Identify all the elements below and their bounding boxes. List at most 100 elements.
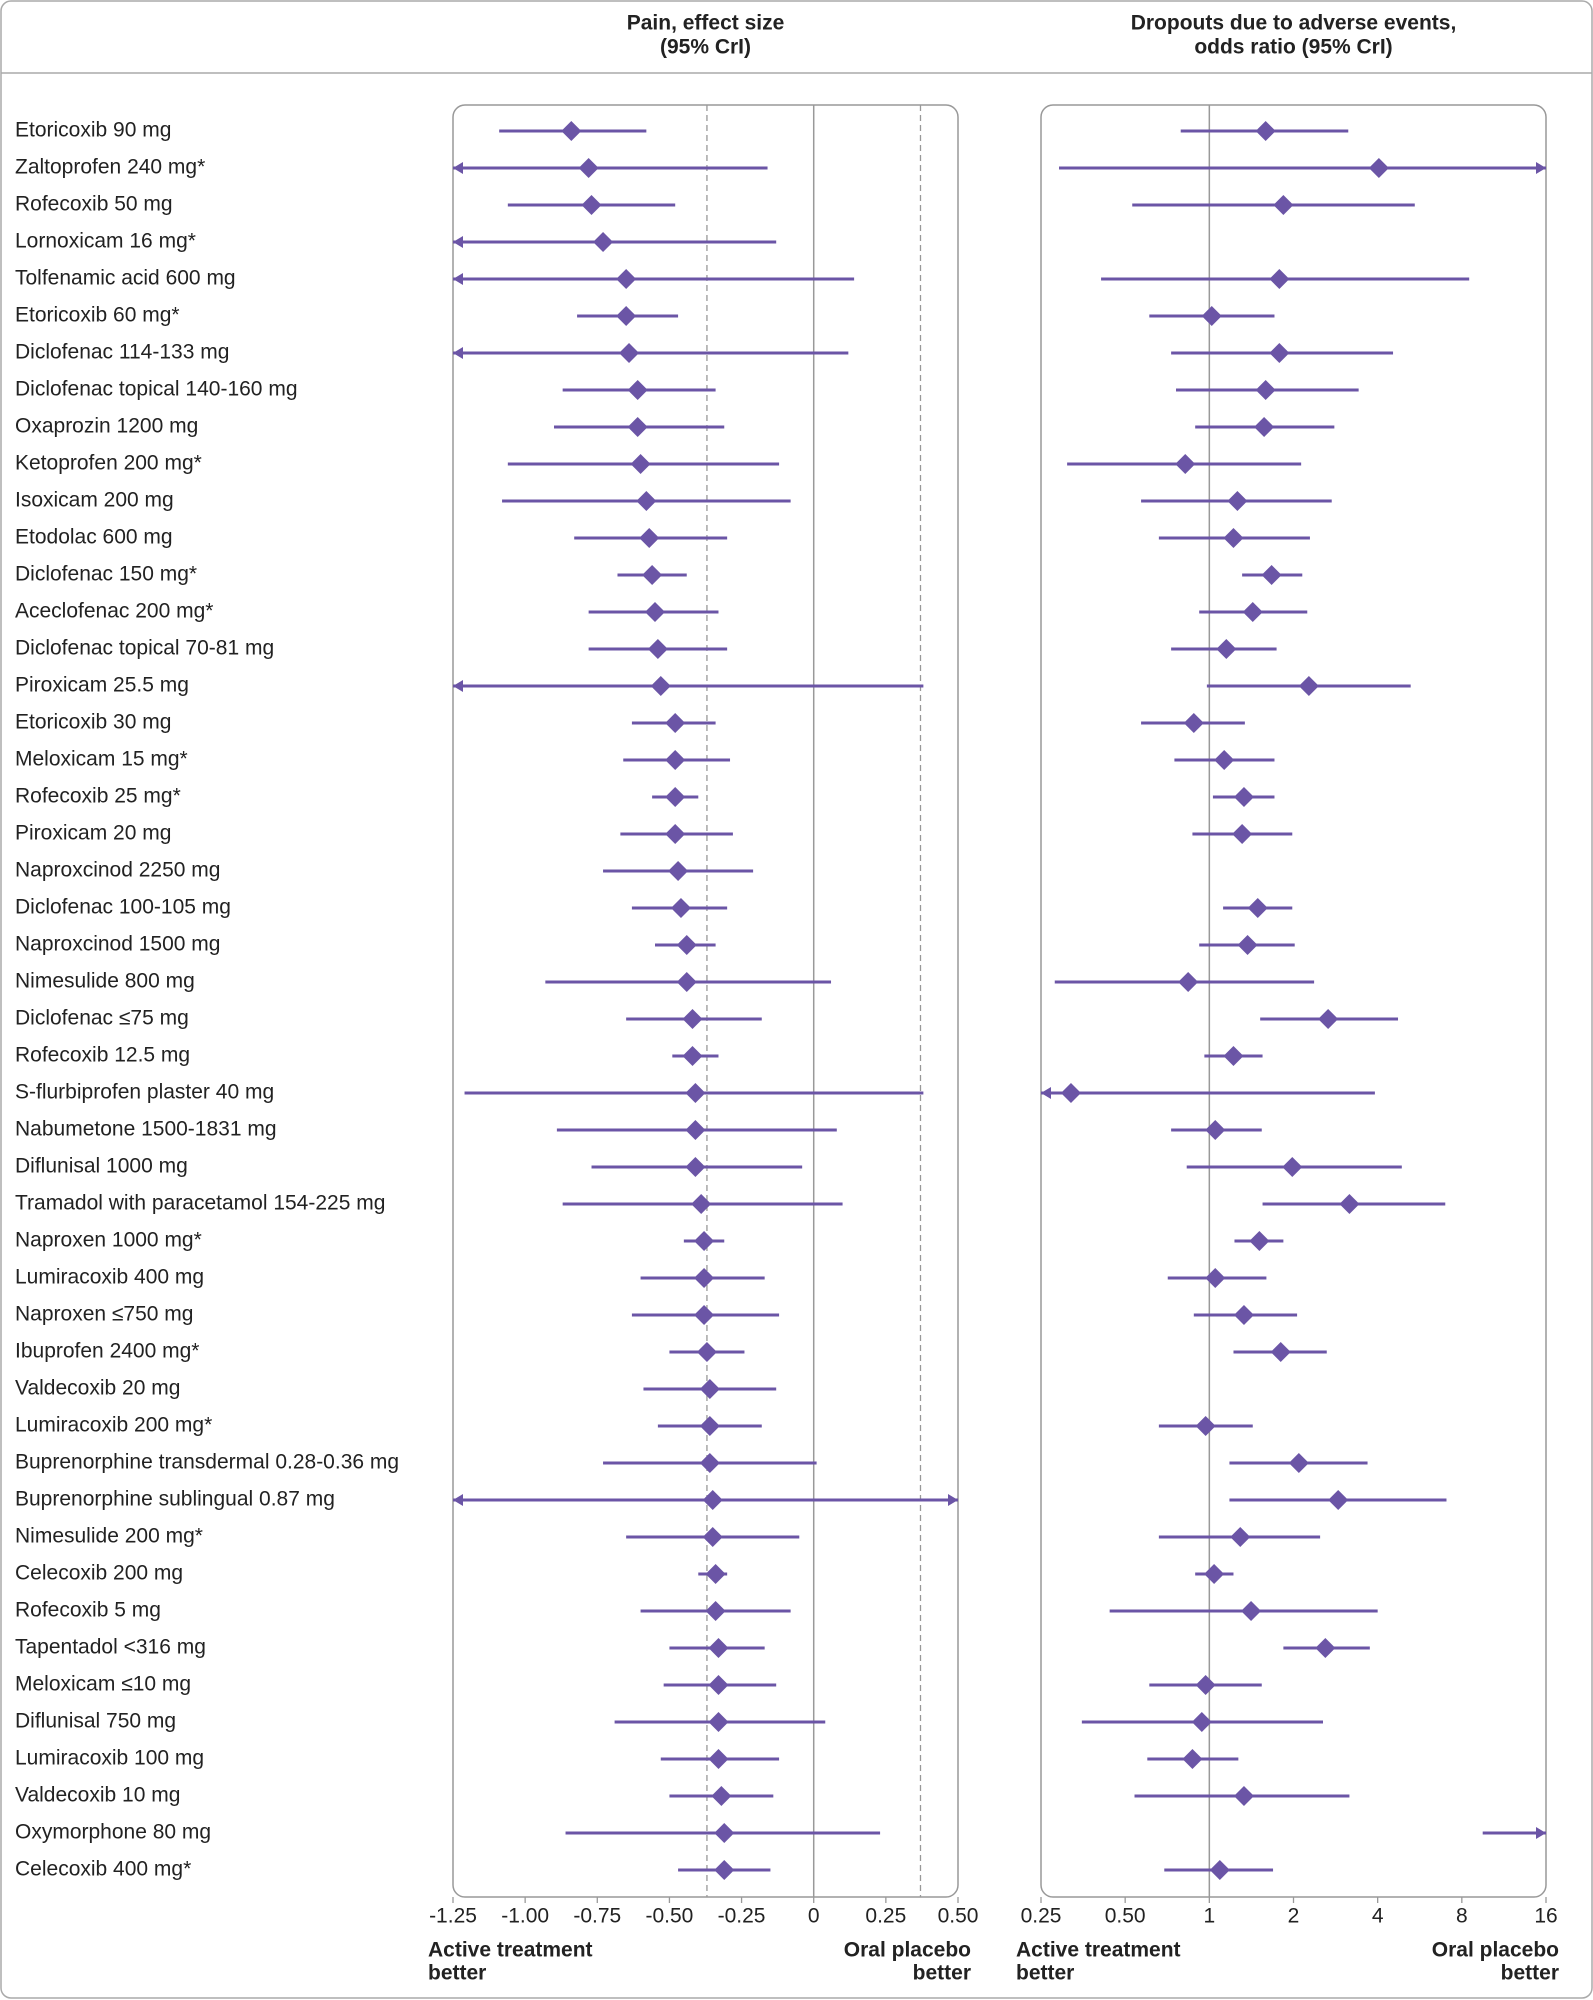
estimate-marker <box>711 1786 732 1806</box>
estimate-marker <box>1318 1009 1339 1029</box>
treatment-label: Tolfenamic acid 600 mg <box>15 267 236 290</box>
x-tick-label: 0 <box>808 1905 820 1928</box>
estimate-marker <box>685 1157 706 1177</box>
treatment-label: Rofecoxib 25 mg* <box>15 785 181 808</box>
estimate-marker <box>708 1749 729 1769</box>
treatment-label: Lornoxicam 16 mg* <box>15 230 196 253</box>
treatment-label: Etoricoxib 60 mg* <box>15 304 180 327</box>
arrowhead <box>453 236 463 248</box>
estimate-marker <box>708 1675 729 1695</box>
estimate-marker <box>665 787 686 807</box>
arrowhead <box>453 162 463 174</box>
estimate-marker <box>1368 158 1389 178</box>
treatment-label: Piroxicam 20 mg <box>15 822 171 845</box>
axis-note: better <box>1016 1962 1074 1985</box>
treatment-label: Lumiracoxib 100 mg <box>15 1747 204 1770</box>
estimate-marker <box>578 158 599 178</box>
treatment-label: Diflunisal 750 mg <box>15 1710 176 1733</box>
estimate-marker <box>696 1342 717 1362</box>
treatment-label: Naproxen 1000 mg* <box>15 1229 202 1252</box>
estimate-marker <box>1282 1157 1303 1177</box>
estimate-marker <box>1232 824 1253 844</box>
estimate-marker <box>1242 602 1263 622</box>
estimate-marker <box>1315 1638 1336 1658</box>
x-tick-label: -0.25 <box>718 1905 766 1928</box>
estimate-marker <box>708 1638 729 1658</box>
estimate-marker <box>1230 1527 1251 1547</box>
treatment-label: Tramadol with paracetamol 154-225 mg <box>15 1192 385 1215</box>
treatment-label: Naproxcinod 2250 mg <box>15 859 220 882</box>
estimate-marker <box>705 1564 726 1584</box>
estimate-marker <box>1254 417 1275 437</box>
treatment-label: Lumiracoxib 200 mg* <box>15 1414 212 1437</box>
estimate-marker <box>1273 195 1294 215</box>
treatment-label: Naproxcinod 1500 mg <box>15 933 220 956</box>
estimate-marker <box>708 1712 729 1732</box>
estimate-marker <box>1270 1342 1291 1362</box>
treatment-label: Diclofenac ≤75 mg <box>15 1007 189 1030</box>
x-tick-label: 0.25 <box>865 1905 906 1928</box>
estimate-marker <box>1216 639 1237 659</box>
estimate-marker <box>1204 1564 1225 1584</box>
estimate-marker <box>627 380 648 400</box>
estimate-marker <box>714 1860 735 1880</box>
treatment-label: Nabumetone 1500-1831 mg <box>15 1118 277 1141</box>
estimate-marker <box>1339 1194 1360 1214</box>
x-tick-label: 2 <box>1288 1905 1300 1928</box>
estimate-marker <box>665 824 686 844</box>
arrowhead <box>948 1494 958 1506</box>
estimate-marker <box>1195 1416 1216 1436</box>
estimate-marker <box>636 491 657 511</box>
estimate-marker <box>616 269 637 289</box>
x-tick-label: -1.25 <box>429 1905 477 1928</box>
estimate-marker <box>1269 343 1290 363</box>
treatment-label: Etodolac 600 mg <box>15 526 173 549</box>
estimate-marker <box>685 1083 706 1103</box>
estimate-marker <box>1255 380 1276 400</box>
axis-note: Active treatment <box>1016 1939 1181 1962</box>
x-tick-label: -1.00 <box>501 1905 549 1928</box>
axis-note: Oral placebo <box>844 1939 971 1962</box>
estimate-marker <box>639 528 660 548</box>
panel-box <box>452 104 959 1898</box>
treatment-label: Diflunisal 1000 mg <box>15 1155 188 1178</box>
x-tick-label: 0.25 <box>1021 1905 1062 1928</box>
treatment-label: Nimesulide 200 mg* <box>15 1525 203 1548</box>
estimate-marker <box>1288 1453 1309 1473</box>
treatment-label: Buprenorphine transdermal 0.28-0.36 mg <box>15 1451 399 1474</box>
treatment-label: Diclofenac 150 mg* <box>15 563 197 586</box>
axis-note: Active treatment <box>428 1939 593 1962</box>
panel-title: Dropouts due to adverse events, <box>1131 12 1457 35</box>
treatment-label: Piroxicam 25.5 mg <box>15 674 189 697</box>
estimate-marker <box>1182 1749 1203 1769</box>
estimate-marker <box>694 1305 715 1325</box>
panel-box <box>1040 104 1547 1898</box>
estimate-marker <box>630 454 651 474</box>
estimate-marker <box>1214 750 1235 770</box>
estimate-marker <box>593 232 614 252</box>
axis-note: better <box>428 1962 486 1985</box>
estimate-marker <box>647 639 668 659</box>
estimate-marker <box>627 417 648 437</box>
estimate-marker <box>665 713 686 733</box>
treatment-label: Zaltoprofen 240 mg* <box>15 156 205 179</box>
arrowhead <box>453 680 463 692</box>
x-tick-label: 4 <box>1372 1905 1384 1928</box>
treatment-label: Diclofenac 100-105 mg <box>15 896 231 919</box>
arrowhead <box>453 273 463 285</box>
estimate-marker <box>1328 1490 1349 1510</box>
estimate-marker <box>694 1231 715 1251</box>
treatment-label: Diclofenac 114-133 mg <box>15 341 229 364</box>
treatment-label: Rofecoxib 5 mg <box>15 1599 161 1622</box>
treatment-label: Meloxicam ≤10 mg <box>15 1673 191 1696</box>
estimate-marker <box>665 750 686 770</box>
x-tick-label: 8 <box>1456 1905 1468 1928</box>
treatment-label: Etoricoxib 30 mg <box>15 711 171 734</box>
arrowhead <box>1536 1827 1546 1839</box>
treatment-label: Celecoxib 400 mg* <box>15 1858 191 1881</box>
treatment-label: Oxaprozin 1200 mg <box>15 415 198 438</box>
axis-note: better <box>913 1962 971 1985</box>
treatment-label: Naproxen ≤750 mg <box>15 1303 193 1326</box>
arrowhead <box>453 1494 463 1506</box>
